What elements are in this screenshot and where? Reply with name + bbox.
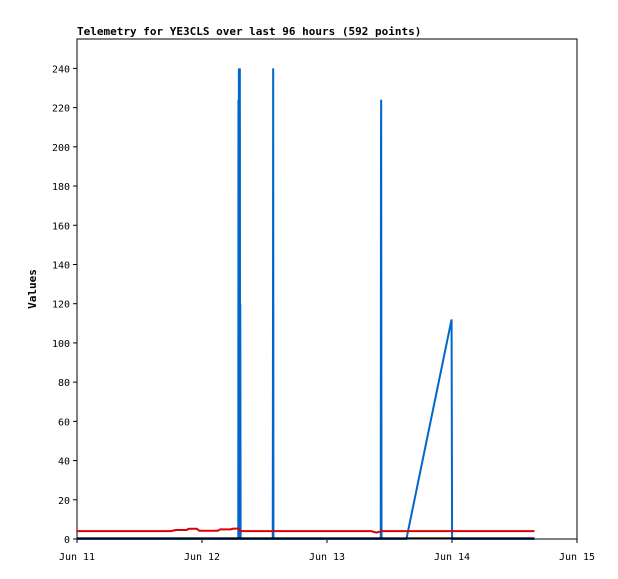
x-tick-label: Jun 12 (184, 552, 220, 563)
y-tick-label: 120 (52, 300, 70, 311)
y-axis-label: Values (26, 269, 39, 309)
y-tick-label: 140 (52, 260, 70, 271)
y-tick-label: 0 (64, 535, 70, 546)
y-tick-label: 20 (58, 496, 70, 507)
y-tick-label: 220 (52, 104, 70, 115)
y-tick-label: 100 (52, 339, 70, 350)
y-tick-label: 240 (52, 64, 70, 75)
y-tick-label: 40 (58, 457, 70, 468)
series-layer (77, 68, 535, 540)
series-line-1 (77, 68, 535, 540)
series-line-2 (77, 527, 535, 534)
y-tick-label: 180 (52, 182, 70, 193)
chart-title: Telemetry for YE3CLS over last 96 hours … (77, 25, 421, 38)
y-tick-label: 200 (52, 143, 70, 154)
y-tick-label: 160 (52, 221, 70, 232)
y-tick-label: 80 (58, 378, 70, 389)
x-tick-label: Jun 11 (59, 552, 95, 563)
x-tick-label: Jun 14 (434, 552, 470, 563)
y-axis: 0 20 40 60 80 100 120 140 160 180 200 220 240 (52, 64, 77, 546)
x-tick-label: Jun 13 (309, 552, 345, 563)
x-axis: Jun 11 Jun 12 Jun 13 Jun 14 Jun 15 (59, 539, 595, 563)
y-tick-label: 60 (58, 417, 70, 428)
plot-frame (76, 38, 578, 540)
x-tick-label: Jun 15 (559, 552, 595, 563)
